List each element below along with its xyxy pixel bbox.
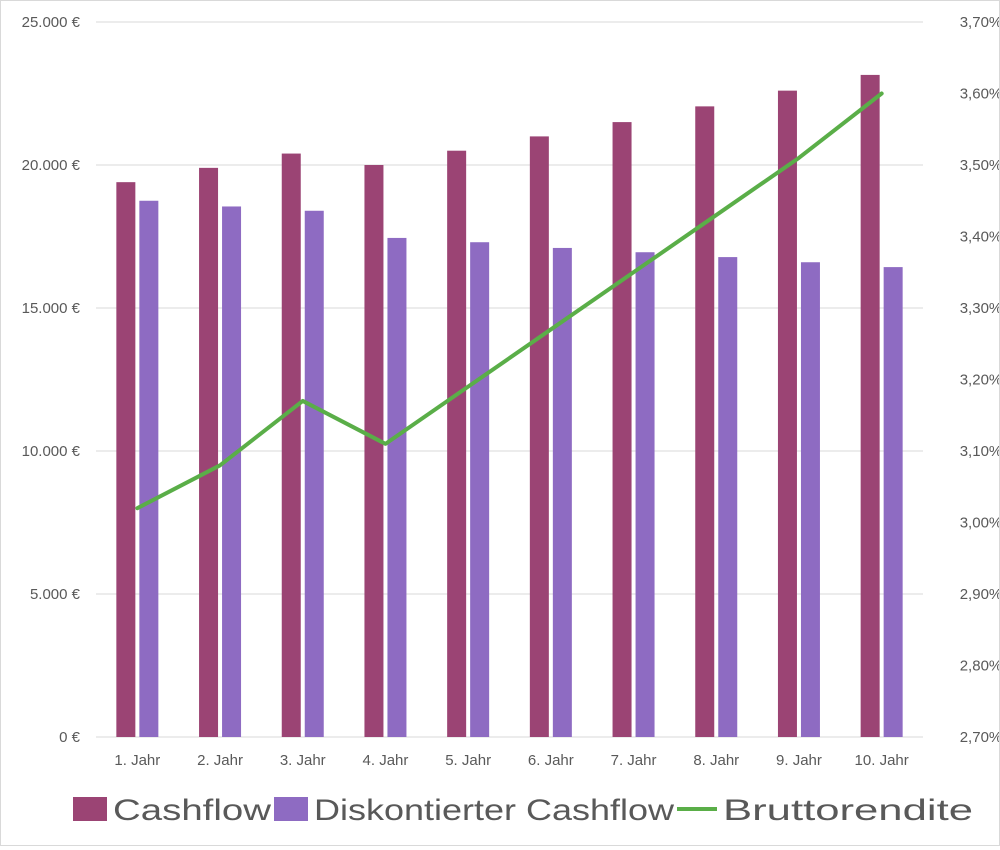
- right-axis-tick-label: 3,00%: [960, 515, 999, 532]
- left-axis-tick-label: 5.000 €: [30, 586, 81, 603]
- bar-diskontierter-cashflow: [552, 247, 572, 737]
- legend-item-diskontierter-cashflow: Diskontierter Cashflow: [274, 794, 674, 827]
- category-label: 7. Jahr: [611, 752, 657, 769]
- bar-diskontierter-cashflow: [635, 252, 655, 738]
- category-label: 3. Jahr: [280, 752, 326, 769]
- right-axis-tick-label: 2,70%: [960, 729, 999, 746]
- right-axis-tick-label: 3,30%: [960, 300, 999, 317]
- category-labels: 1. Jahr 2. Jahr 3. Jahr 4. Jahr 5. Jahr 6. Ja…: [114, 752, 908, 769]
- bar-cashflow: [116, 182, 136, 737]
- bar-cashflow: [695, 106, 715, 738]
- right-axis-tick-label: 3,40%: [960, 229, 999, 246]
- legend-swatch: [274, 797, 308, 821]
- line-bruttorendite: [135, 91, 884, 511]
- category-label: 9. Jahr: [776, 752, 822, 769]
- right-axis-tick-label: 3,20%: [960, 372, 999, 389]
- left-axis-tick-label: 15.000 €: [22, 300, 81, 317]
- category-label: 8. Jahr: [693, 752, 739, 769]
- right-axis-tick-label: 3,10%: [960, 443, 999, 460]
- legend: Cashflow Diskontierter Cashflow Bruttorend…: [73, 794, 973, 827]
- category-label: 5. Jahr: [445, 752, 491, 769]
- left-axis-ticks: 0 € 5.000 € 10.000 € 15.000 € 20.000 € 25.000…: [22, 14, 81, 746]
- line-series: [135, 91, 884, 511]
- legend-item-bruttorendite: Bruttorendite: [677, 794, 973, 827]
- right-axis-tick-label: 2,90%: [960, 586, 999, 603]
- legend-swatch: [73, 797, 107, 821]
- category-label: 2. Jahr: [197, 752, 243, 769]
- category-label: 1. Jahr: [114, 752, 160, 769]
- bar-diskontierter-cashflow: [139, 200, 159, 737]
- bars: [116, 74, 903, 738]
- left-axis-tick-label: 0 €: [59, 729, 81, 746]
- bar-cashflow: [199, 167, 219, 738]
- bar-cashflow: [777, 90, 797, 737]
- left-axis-tick-label: 10.000 €: [22, 443, 81, 460]
- bar-cashflow: [447, 150, 467, 737]
- left-axis-tick-label: 20.000 €: [22, 157, 81, 174]
- legend-label: Bruttorendite: [723, 794, 973, 827]
- right-axis-tick-label: 3,50%: [960, 157, 999, 174]
- gridlines: [96, 21, 923, 738]
- bar-cashflow: [860, 74, 880, 737]
- bar-cashflow: [529, 136, 549, 737]
- bar-diskontierter-cashflow: [222, 206, 242, 738]
- bar-diskontierter-cashflow: [470, 242, 490, 737]
- bar-cashflow: [364, 165, 384, 737]
- right-axis-tick-label: 3,70%: [960, 14, 999, 31]
- right-axis-tick-label: 3,60%: [960, 86, 999, 103]
- bar-diskontierter-cashflow: [883, 267, 903, 737]
- legend-label: Cashflow: [113, 794, 271, 827]
- bar-diskontierter-cashflow: [800, 262, 820, 737]
- bar-cashflow: [281, 153, 301, 737]
- legend-label: Diskontierter Cashflow: [314, 794, 674, 827]
- bar-diskontierter-cashflow: [387, 237, 407, 737]
- legend-item-cashflow: Cashflow: [73, 794, 271, 827]
- right-axis-tick-label: 2,80%: [960, 658, 999, 675]
- bar-diskontierter-cashflow: [304, 210, 324, 737]
- bar-cashflow: [612, 122, 632, 738]
- category-label: 10. Jahr: [855, 752, 909, 769]
- left-axis-tick-label: 25.000 €: [22, 14, 81, 31]
- right-axis-ticks: 2,70% 2,80% 2,90% 3,00% 3,10% 3,20% 3,30% 3,40%…: [960, 14, 1000, 746]
- category-label: 4. Jahr: [363, 752, 409, 769]
- category-label: 6. Jahr: [528, 752, 574, 769]
- bar-diskontierter-cashflow: [718, 257, 738, 737]
